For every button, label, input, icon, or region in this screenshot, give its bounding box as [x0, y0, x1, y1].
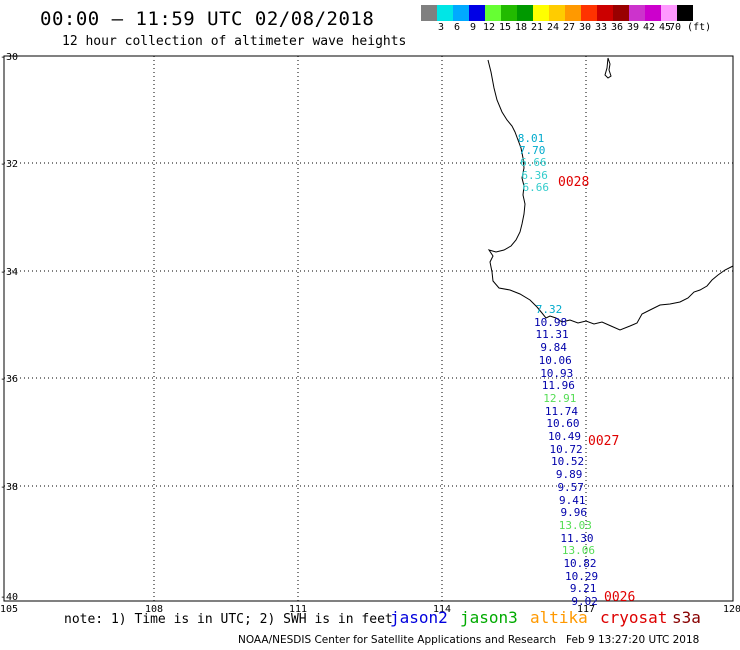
- legend-jason2: jason2: [390, 608, 448, 627]
- lat-label: -32: [0, 159, 18, 170]
- lon-label: 108: [145, 604, 163, 615]
- lon-labels: 105 108 111 114 117 120: [0, 604, 740, 615]
- track-time-label: 0027: [588, 434, 620, 449]
- colorbar-label: 18: [514, 22, 528, 33]
- colorbar-label: 6: [453, 22, 461, 33]
- wave-height-value: 9.57: [557, 480, 584, 494]
- coastline: [487, 59, 734, 331]
- wave-height-value: 10.06: [538, 353, 572, 367]
- wave-height-value: 8.01: [517, 132, 545, 145]
- lon-label: 120: [723, 604, 740, 615]
- footer-timestamp: Feb 9 13:27:20 UTC 2018: [566, 634, 700, 646]
- colorbar-label: 30: [578, 22, 592, 33]
- colorbar-label: 27: [562, 22, 576, 33]
- colorbar-swatch: [581, 5, 597, 21]
- graticule: [4, 56, 733, 601]
- lat-label: -36: [0, 374, 18, 385]
- lat-label: -40: [0, 592, 18, 603]
- colorbar-label: 39: [626, 22, 640, 33]
- colorbar-label: 15: [498, 22, 512, 33]
- wave-height-value: 9.02: [571, 595, 598, 609]
- footer-credit-text: NOAA/NESDIS Center for Satellite Applica…: [238, 634, 556, 646]
- wave-height-value: 13.03: [558, 518, 592, 532]
- wave-height-value: 9.84: [540, 341, 567, 355]
- map-subtitle: 12 hour collection of altimeter wave hei…: [62, 34, 407, 49]
- colorbar-swatch: [437, 5, 453, 21]
- wave-height-value: 12.91: [543, 391, 577, 405]
- wave-height-value: 9.89: [555, 468, 583, 482]
- track-time-label: 0028: [558, 175, 590, 190]
- lon-label: 105: [0, 604, 18, 615]
- lon-label: 111: [289, 604, 307, 615]
- wave-height-value: 13.06: [561, 544, 595, 558]
- lat-label: -38: [0, 482, 18, 493]
- legend-jason3: jason3: [460, 608, 518, 627]
- wave-height-value: 10.93: [540, 366, 574, 380]
- units-note: note: 1) Time is in UTC; 2) SWH is in fe…: [64, 612, 393, 627]
- wave-height-value: 9.41: [559, 493, 586, 507]
- wave-height-value: 10.60: [546, 417, 580, 431]
- colorbar-swatch: [597, 5, 613, 21]
- colorbar-label: 45: [658, 22, 672, 33]
- lat-label: -34: [0, 267, 18, 278]
- wave-height-value: 10.49: [547, 430, 582, 443]
- colorbar-swatch: [565, 5, 581, 21]
- wave-height-value: 6.66: [522, 180, 550, 194]
- wave-height-value: 7.70: [518, 144, 546, 158]
- colorbar-swatch: [533, 5, 549, 21]
- legend-s3a: s3a: [672, 608, 701, 627]
- colorbar-label: 70 (ft): [669, 22, 712, 33]
- wave-height-colorbar: [421, 5, 693, 21]
- colorbar-label: 12: [482, 22, 496, 33]
- wave-height-value: 9.21: [569, 582, 597, 596]
- lat-labels: -30 -32 -34 -36 -38 -40: [0, 52, 18, 603]
- colorbar-swatch: [613, 5, 629, 21]
- colorbar-swatch: [629, 5, 645, 21]
- footer-credit: NOAA/NESDIS Center for Satellite Applica…: [238, 634, 699, 646]
- wave-height-value: 7.32: [535, 303, 563, 316]
- wave-height-value: 11.74: [544, 404, 578, 418]
- colorbar-swatch: [421, 5, 437, 21]
- colorbar-swatch: [677, 5, 693, 21]
- legend-cryosat: cryosat: [600, 608, 668, 627]
- legend-altika: altika: [530, 608, 588, 627]
- colorbar-label: 24: [546, 22, 560, 33]
- colorbar-swatch: [549, 5, 565, 21]
- map-frame: [3, 55, 734, 602]
- colorbar-swatch: [645, 5, 661, 21]
- lat-label: -30: [0, 52, 18, 63]
- map-title: 00:00 – 11:59 UTC 02/08/2018: [40, 8, 375, 30]
- colorbar-label: 42: [642, 22, 656, 33]
- colorbar-swatch: [661, 5, 677, 21]
- wave-height-value: 11.31: [535, 328, 569, 342]
- wave-height-value: 11.96: [541, 379, 575, 393]
- colorbar-label: 33: [594, 22, 608, 33]
- colorbar-label: 9: [469, 22, 477, 33]
- wave-height-value: 10.82: [563, 557, 597, 570]
- island: [604, 57, 612, 79]
- wave-height-value: 9.96: [560, 506, 588, 520]
- colorbar-swatch: [469, 5, 485, 21]
- wave-height-value: 11.30: [560, 531, 594, 545]
- colorbar-label: 36: [610, 22, 624, 33]
- colorbar-swatch: [501, 5, 517, 21]
- lon-label: 117: [577, 604, 595, 615]
- lon-label: 114: [433, 604, 451, 615]
- colorbar-swatch: [453, 5, 469, 21]
- colorbar-label: 3: [437, 22, 445, 33]
- colorbar-swatch: [517, 5, 533, 21]
- wave-height-value: 10.72: [549, 442, 583, 456]
- wave-height-value: 10.52: [551, 455, 585, 469]
- wave-height-value: 10.98: [533, 315, 568, 329]
- colorbar-label: 21: [530, 22, 544, 33]
- wave-height-value: 10.29: [564, 569, 599, 583]
- colorbar-swatch: [485, 5, 501, 21]
- wave-height-value: 6.36: [521, 168, 548, 182]
- track-time-label: 0026: [604, 590, 636, 605]
- wave-height-value: 6.66: [520, 156, 547, 170]
